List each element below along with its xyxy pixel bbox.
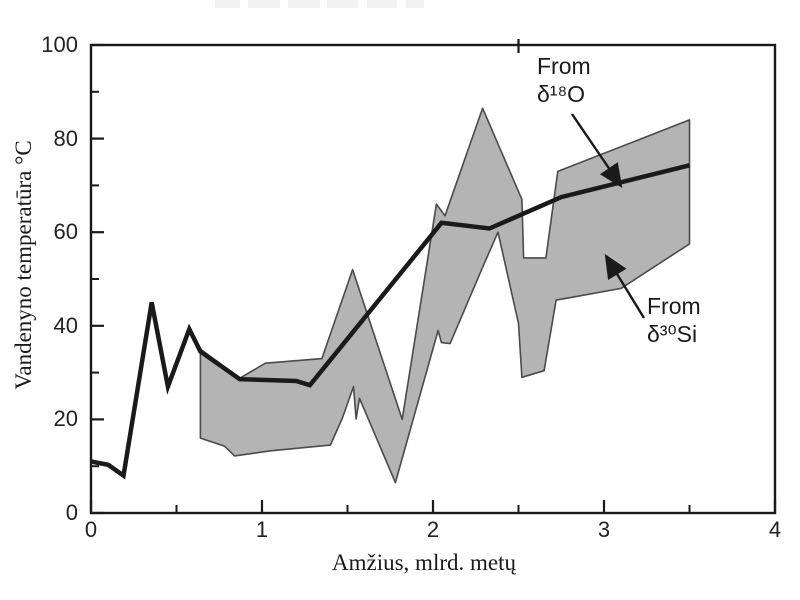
annotation-arrow-d18o bbox=[571, 113, 623, 188]
annotation-arrow-d30si bbox=[604, 253, 646, 319]
line-d18o bbox=[90, 163, 691, 480]
band-d30si bbox=[199, 107, 691, 484]
